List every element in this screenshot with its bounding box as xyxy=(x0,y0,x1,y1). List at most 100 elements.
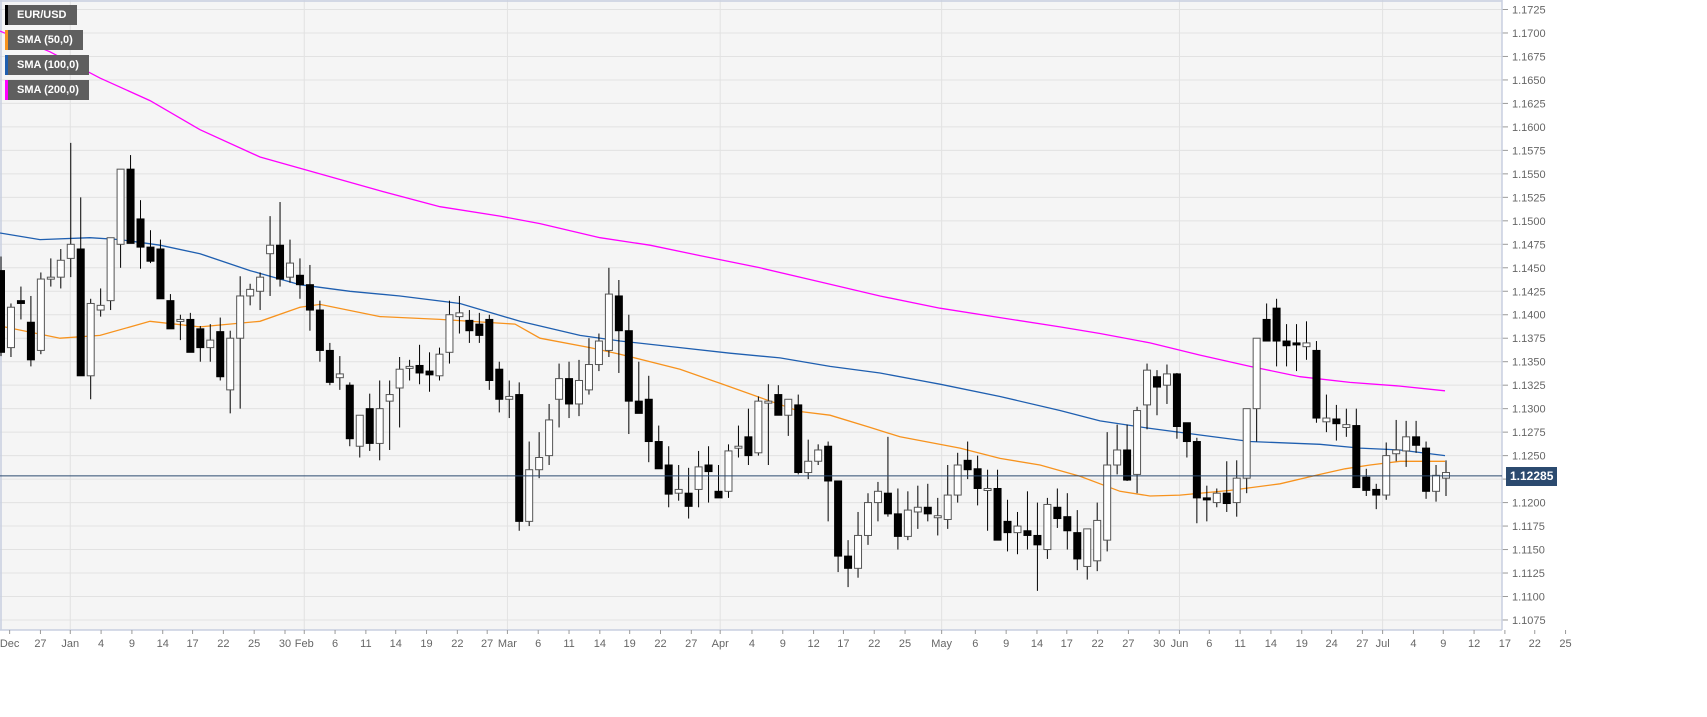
candle-bullish[interactable] xyxy=(1162,373,1171,386)
candle-bearish[interactable] xyxy=(16,300,25,304)
candle-bearish[interactable] xyxy=(824,445,833,482)
candle-bullish[interactable] xyxy=(913,506,922,513)
candle-bearish[interactable] xyxy=(1003,520,1012,534)
candle-bullish[interactable] xyxy=(226,337,235,391)
candle-bullish[interactable] xyxy=(116,168,125,245)
candle-bearish[interactable] xyxy=(774,394,783,416)
candle-bullish[interactable] xyxy=(1083,528,1092,567)
candle-bearish[interactable] xyxy=(345,384,354,440)
candle-bullish[interactable] xyxy=(943,494,952,520)
candle-bullish[interactable] xyxy=(1043,503,1052,551)
candle-bullish[interactable] xyxy=(435,353,444,377)
candle-bearish[interactable] xyxy=(475,323,484,336)
candle-bullish[interactable] xyxy=(983,487,992,491)
candle-bearish[interactable] xyxy=(146,246,155,262)
candle-bullish[interactable] xyxy=(395,368,404,389)
candle-bearish[interactable] xyxy=(1262,318,1271,342)
candle-bullish[interactable] xyxy=(176,318,185,322)
candle-bullish[interactable] xyxy=(355,414,364,447)
candle-bullish[interactable] xyxy=(575,379,583,405)
candle-bullish[interactable] xyxy=(266,244,275,255)
candle-bearish[interactable] xyxy=(624,330,633,402)
candle-bullish[interactable] xyxy=(1402,436,1411,452)
candle-bearish[interactable] xyxy=(186,318,195,353)
candle-bullish[interactable] xyxy=(525,469,534,522)
candle-bearish[interactable] xyxy=(1063,516,1072,532)
candle-bearish[interactable] xyxy=(1422,447,1431,492)
candle-bullish[interactable] xyxy=(854,534,863,569)
candle-bearish[interactable] xyxy=(1362,476,1371,491)
candle-bullish[interactable] xyxy=(46,276,55,280)
candle-bullish[interactable] xyxy=(1113,449,1122,466)
candle-bearish[interactable] xyxy=(883,492,892,515)
candle-bearish[interactable] xyxy=(76,248,85,377)
candle-bullish[interactable] xyxy=(1103,464,1112,541)
candle-bullish[interactable] xyxy=(814,449,823,462)
candle-bearish[interactable] xyxy=(156,248,165,300)
candle-bullish[interactable] xyxy=(734,445,743,449)
candle-bullish[interactable] xyxy=(1342,424,1351,428)
candle-bullish[interactable] xyxy=(1252,337,1261,410)
candle-bullish[interactable] xyxy=(286,262,294,278)
candle-bullish[interactable] xyxy=(784,398,793,416)
candle-bearish[interactable] xyxy=(714,490,723,499)
candle-bearish[interactable] xyxy=(166,300,175,330)
candle-bearish[interactable] xyxy=(1073,532,1082,560)
candle-bullish[interactable] xyxy=(804,460,813,474)
candle-bullish[interactable] xyxy=(246,288,255,297)
candle-bullish[interactable] xyxy=(375,408,384,444)
candle-bullish[interactable] xyxy=(1143,369,1152,406)
candle-bearish[interactable] xyxy=(654,441,663,470)
candle-bullish[interactable] xyxy=(445,314,454,353)
candle-bullish[interactable] xyxy=(6,306,15,349)
candle-bullish[interactable] xyxy=(903,509,912,537)
candle-bearish[interactable] xyxy=(365,408,374,444)
candle-bearish[interactable] xyxy=(415,364,424,374)
candle-bearish[interactable] xyxy=(1053,506,1062,520)
candle-bullish[interactable] xyxy=(754,400,763,454)
candle-bullish[interactable] xyxy=(96,304,105,311)
candle-bearish[interactable] xyxy=(0,270,5,353)
candle-bearish[interactable] xyxy=(744,436,753,457)
candle-bearish[interactable] xyxy=(1182,422,1191,443)
candle-bearish[interactable] xyxy=(684,492,693,507)
candle-bearish[interactable] xyxy=(973,468,982,489)
candle-bearish[interactable] xyxy=(1352,425,1361,489)
candle-bullish[interactable] xyxy=(405,365,414,369)
candle-bullish[interactable] xyxy=(873,490,882,504)
candle-bullish[interactable] xyxy=(724,450,733,492)
candle-bearish[interactable] xyxy=(1372,488,1381,496)
candle-bearish[interactable] xyxy=(565,378,574,405)
candle-bearish[interactable] xyxy=(26,321,35,361)
candle-bullish[interactable] xyxy=(1212,492,1221,504)
candle-bullish[interactable] xyxy=(86,302,95,377)
candle-bearish[interactable] xyxy=(305,284,314,311)
candle-bullish[interactable] xyxy=(604,293,613,351)
candle-bearish[interactable] xyxy=(1292,342,1301,346)
candle-bullish[interactable] xyxy=(953,464,962,496)
candle-bullish[interactable] xyxy=(535,456,544,471)
candle-bearish[interactable] xyxy=(893,513,902,537)
candle-bearish[interactable] xyxy=(485,318,494,381)
candle-bullish[interactable] xyxy=(1093,519,1102,562)
candle-bearish[interactable] xyxy=(425,370,434,376)
legend-item-eurusd[interactable]: EUR/USD xyxy=(5,5,77,25)
candle-bullish[interactable] xyxy=(335,373,344,379)
candle-bearish[interactable] xyxy=(844,555,853,569)
candle-bearish[interactable] xyxy=(923,506,932,515)
candle-bullish[interactable] xyxy=(206,339,215,349)
candle-bullish[interactable] xyxy=(1302,342,1311,348)
candle-bullish[interactable] xyxy=(1392,449,1401,455)
candle-bullish[interactable] xyxy=(385,394,394,402)
candle-bearish[interactable] xyxy=(1153,376,1161,388)
candle-bearish[interactable] xyxy=(614,295,623,332)
candle-bearish[interactable] xyxy=(1312,349,1321,419)
candle-bearish[interactable] xyxy=(216,331,225,378)
candle-bearish[interactable] xyxy=(704,464,713,473)
candle-bearish[interactable] xyxy=(993,487,1002,541)
candle-bearish[interactable] xyxy=(126,168,135,244)
candle-bearish[interactable] xyxy=(1202,497,1211,501)
candle-bearish[interactable] xyxy=(1272,307,1281,342)
candle-bearish[interactable] xyxy=(276,244,285,280)
candle-bullish[interactable] xyxy=(674,488,683,494)
